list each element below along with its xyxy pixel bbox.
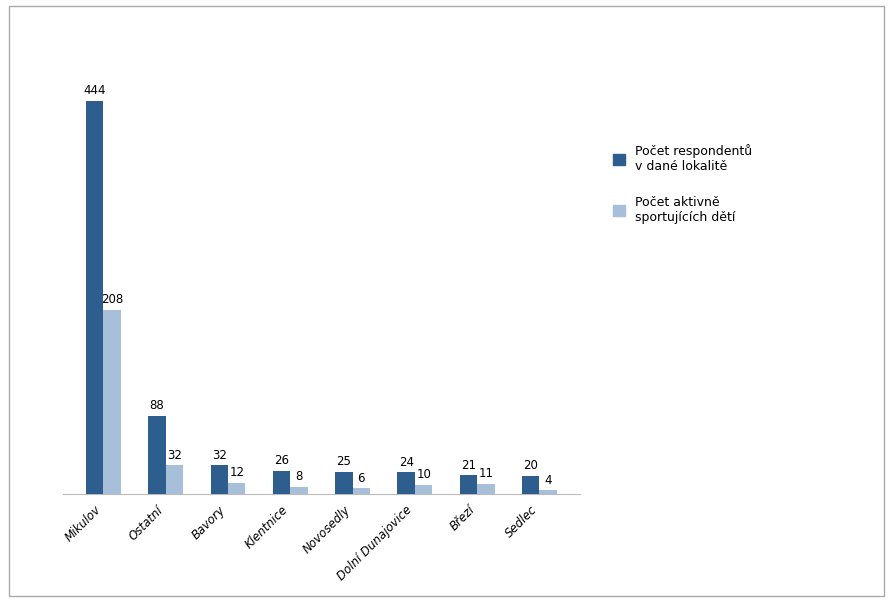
Bar bbox=[335, 471, 353, 494]
Text: 25: 25 bbox=[337, 455, 351, 468]
Bar bbox=[397, 473, 415, 494]
Bar bbox=[415, 485, 432, 494]
Text: 6: 6 bbox=[357, 472, 365, 485]
Text: 88: 88 bbox=[150, 399, 164, 412]
Text: 208: 208 bbox=[101, 293, 123, 306]
Text: 4: 4 bbox=[545, 474, 552, 486]
Text: 12: 12 bbox=[230, 467, 245, 479]
Bar bbox=[166, 465, 183, 494]
Bar bbox=[290, 486, 308, 494]
Bar bbox=[104, 309, 121, 494]
Text: 444: 444 bbox=[84, 84, 106, 98]
Bar bbox=[273, 471, 290, 494]
Bar bbox=[86, 101, 104, 494]
Text: 24: 24 bbox=[398, 456, 413, 469]
Bar bbox=[148, 416, 166, 494]
Bar bbox=[522, 476, 539, 494]
Text: 10: 10 bbox=[416, 468, 431, 481]
Text: 32: 32 bbox=[167, 449, 182, 462]
Text: 26: 26 bbox=[274, 454, 289, 467]
Text: 20: 20 bbox=[523, 459, 538, 473]
Bar bbox=[477, 484, 495, 494]
Bar bbox=[228, 483, 246, 494]
Text: 11: 11 bbox=[479, 467, 494, 480]
Bar bbox=[211, 465, 228, 494]
Legend: Počet respondentů
v dané lokalitě, Počet aktivně
sportujících dětí: Počet respondentů v dané lokalitě, Počet… bbox=[613, 144, 752, 224]
Bar bbox=[539, 490, 557, 494]
Bar bbox=[353, 488, 370, 494]
Text: 21: 21 bbox=[461, 459, 476, 471]
Text: 32: 32 bbox=[212, 449, 227, 462]
Bar bbox=[460, 475, 477, 494]
Text: 8: 8 bbox=[296, 470, 303, 483]
